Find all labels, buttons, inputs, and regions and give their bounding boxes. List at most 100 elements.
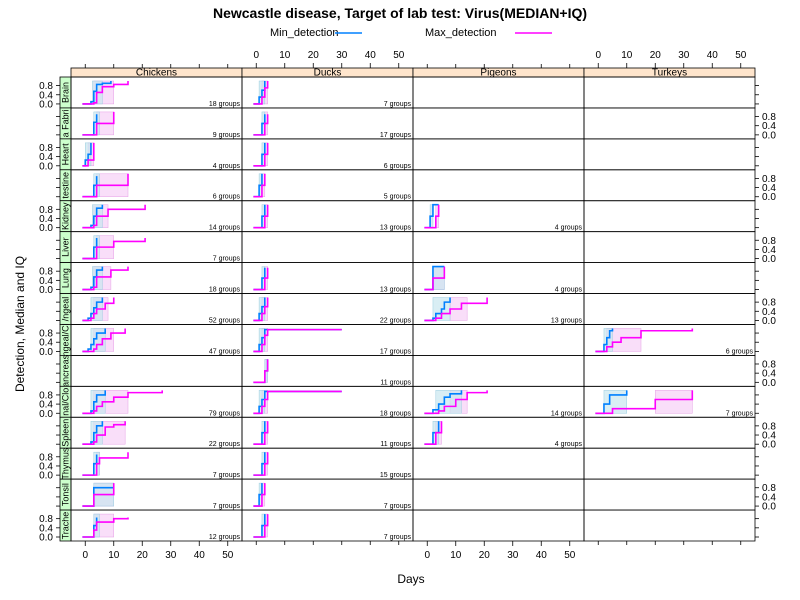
y-tick-label-bursa-fabricii-0.8: 0.8	[762, 112, 776, 123]
group-count-label-turkeys-oral-cloacal: 7 groups	[726, 410, 754, 417]
y-tick-label-kidney-0.8: 0.8	[39, 205, 53, 216]
group-count-label-pigeons-kidney: 4 groups	[555, 225, 583, 232]
y-tick-label-thymus-0.8: 0.8	[39, 452, 53, 463]
panel-turkeys-tonsil	[583, 478, 756, 511]
panel-pigeons-brain	[412, 76, 585, 109]
max-detection-line-ducks-pancreas	[253, 359, 269, 384]
group-count-label-pigeons-pharynx-trachea: 13 groups	[551, 317, 583, 324]
panel-pigeons-liver	[412, 231, 585, 264]
x-tick-label-ducks-10: 10	[279, 50, 291, 61]
panel-pigeons-intestine	[412, 169, 585, 202]
max-detection-line-chickens-heart	[82, 142, 95, 167]
panel-turkeys-spleen	[583, 416, 756, 449]
max-detection-line-ducks-oral-cloacal	[253, 390, 342, 415]
group-count-label-chickens-bursa-fabricii: 9 groups	[213, 132, 241, 139]
y-tick-label-intestine-0.4: 0.4	[762, 183, 776, 194]
x-axis-label: Days	[397, 572, 424, 586]
group-count-label-chickens-brain: 18 groups	[209, 101, 241, 108]
y-tick-label-intestine-0.0: 0.0	[762, 192, 776, 203]
y-tick-label-brain-0.8: 0.8	[39, 81, 53, 92]
row-strip-label-tonsil: Tonsil	[61, 483, 71, 506]
panel-turkeys-brain	[583, 76, 756, 109]
max-detection-line-chickens-brain	[82, 81, 129, 105]
group-count-label-chickens-tonsil: 7 groups	[213, 503, 241, 510]
group-count-label-chickens-liver: 7 groups	[213, 256, 241, 263]
group-count-label-chickens-thymus: 7 groups	[213, 472, 241, 479]
min-detection-line-turkeys-pharynx-cloaca-pancreas	[595, 328, 614, 353]
x-tick-label-chickens-10: 10	[108, 550, 120, 561]
group-count-label-chickens-oral-cloacal: 79 groups	[209, 410, 241, 417]
y-tick-label-pharynx-trachea-0.8: 0.8	[762, 298, 776, 309]
y-tick-label-bursa-fabricii-0.4: 0.4	[762, 121, 776, 132]
max-detection-line-chickens-intestine	[82, 173, 129, 198]
group-count-label-ducks-pharynx-cloaca-pancreas: 17 groups	[380, 348, 412, 355]
y-tick-label-tonsil-0.4: 0.4	[762, 492, 776, 503]
group-count-label-chickens-intestine: 6 groups	[213, 194, 241, 201]
y-tick-label-pancreas-0.0: 0.0	[762, 378, 776, 389]
max-detection-line-pigeons-kidney	[424, 204, 440, 229]
x-tick-label-turkeys-0: 0	[595, 50, 601, 61]
x-tick-label-chickens-0: 0	[82, 550, 88, 561]
y-tick-label-pancreas-0.8: 0.8	[762, 359, 776, 370]
max-detection-line-chickens-liver	[82, 237, 146, 260]
max-detection-line-pigeons-oral-cloacal	[424, 390, 488, 415]
legend-label-min: Min_detection	[270, 27, 339, 39]
column-strip-label-chickens: Chickens	[136, 68, 177, 79]
group-count-label-chickens-spleen: 22 groups	[209, 441, 241, 448]
max-detection-line-ducks-brain	[253, 81, 269, 105]
y-tick-label-intestine-0.8: 0.8	[762, 174, 776, 185]
x-tick-label-pigeons-10: 10	[450, 550, 462, 561]
group-count-label-ducks-heart: 6 groups	[384, 163, 412, 170]
panel-turkeys-bursa-fabricii	[583, 107, 756, 140]
y-tick-label-brain-0.0: 0.0	[39, 99, 53, 110]
group-count-label-pigeons-lung: 4 groups	[555, 287, 583, 294]
min-detection-line-chickens-pharynx-cloaca-pancreas	[82, 328, 106, 353]
panel-pigeons-thymus	[412, 447, 585, 480]
row-strip-label-lung: Lung	[61, 268, 71, 288]
group-count-label-ducks-brain: 7 groups	[384, 101, 412, 108]
panel-chickens-pancreas	[70, 354, 243, 387]
max-detection-line-pigeons-pharynx-trachea	[424, 297, 488, 322]
row-strip-label-intestine: testine	[61, 172, 71, 199]
x-tick-label-ducks-20: 20	[308, 50, 320, 61]
iq-band-min-chickens-pharynx-cloaca-pancreas	[90, 328, 106, 352]
group-count-label-ducks-trachea: 7 groups	[384, 534, 412, 541]
y-tick-label-trachea-0.4: 0.4	[39, 523, 53, 534]
max-detection-line-ducks-tonsil	[253, 483, 266, 507]
row-strip-label-trachea: Trache	[61, 512, 71, 540]
panel-pigeons-bursa-fabricii	[412, 107, 585, 140]
panel-pigeons-pancreas	[412, 354, 585, 387]
x-tick-label-ducks-40: 40	[365, 50, 377, 61]
max-detection-line-ducks-thymus	[253, 452, 269, 476]
group-count-label-ducks-bursa-fabricii: 17 groups	[380, 132, 412, 139]
y-tick-label-spleen-0.4: 0.4	[762, 431, 776, 442]
y-tick-label-tonsil-0.0: 0.0	[762, 502, 776, 513]
max-detection-line-chickens-pharynx-cloaca-pancreas	[82, 328, 126, 353]
row-strip-label-spleen: Spleen	[61, 419, 71, 447]
x-tick-label-turkeys-30: 30	[678, 50, 690, 61]
row-strip-label-liver: Liver	[61, 237, 71, 257]
max-detection-line-pigeons-spleen	[424, 421, 443, 445]
panel-pigeons-heart	[412, 138, 585, 171]
iq-band-min-pigeons-oral-cloacal	[435, 390, 462, 414]
panel-turkeys-pharynx-trachea	[583, 293, 756, 325]
max-detection-line-ducks-intestine	[253, 173, 266, 198]
group-count-label-turkeys-pharynx-cloaca-pancreas: 6 groups	[726, 348, 754, 355]
panel-turkeys-intestine	[583, 169, 756, 202]
y-tick-label-heart-0.4: 0.4	[39, 152, 53, 163]
max-detection-line-chickens-tonsil	[82, 483, 115, 507]
x-tick-label-ducks-0: 0	[253, 50, 259, 61]
group-count-label-ducks-kidney: 13 groups	[380, 225, 412, 232]
group-count-label-ducks-tonsil: 7 groups	[384, 503, 412, 510]
y-tick-label-kidney-0.4: 0.4	[39, 214, 53, 225]
iq-band-min-turkeys-pharynx-cloaca-pancreas	[603, 328, 613, 352]
max-detection-line-chickens-trachea	[82, 517, 129, 538]
group-count-label-ducks-oral-cloacal: 18 groups	[380, 410, 412, 417]
x-tick-label-turkeys-10: 10	[621, 50, 633, 61]
y-tick-label-spleen-0.8: 0.8	[762, 421, 776, 432]
x-tick-label-turkeys-40: 40	[707, 50, 719, 61]
panel-turkeys-kidney	[583, 200, 756, 233]
max-detection-line-ducks-kidney	[253, 204, 269, 229]
y-tick-label-trachea-0.8: 0.8	[39, 514, 53, 525]
